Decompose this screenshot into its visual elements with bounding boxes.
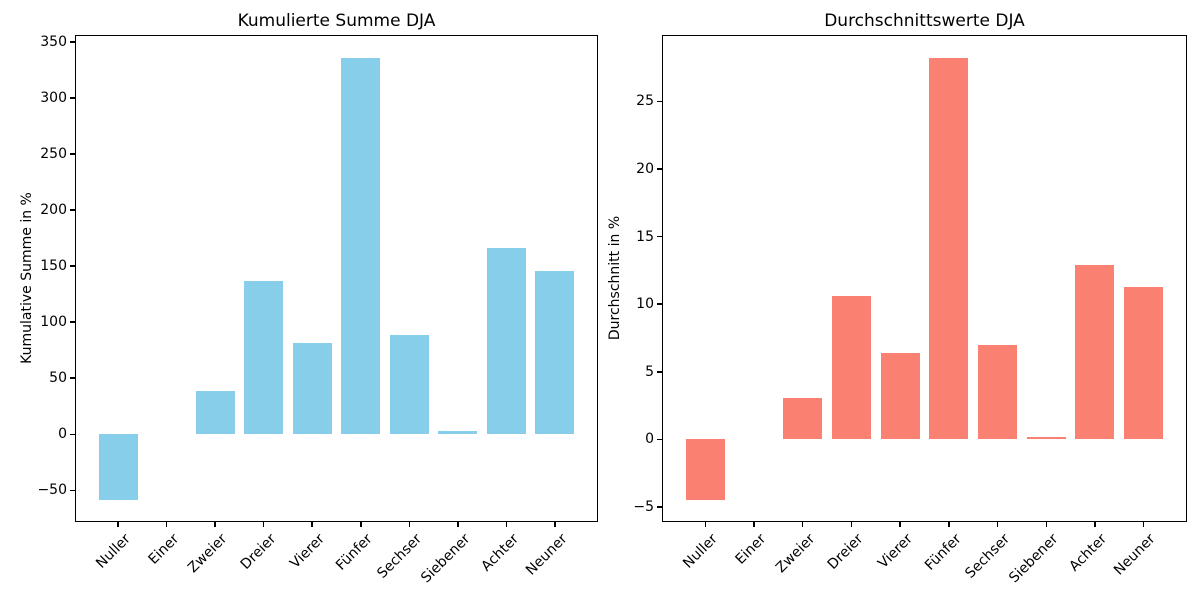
- x-tick-mark: [801, 522, 804, 527]
- x-tick-label: Neuner: [522, 531, 571, 579]
- chart-cumulative-sum: Kumulierte Summe DJA Kumulative Summe in…: [19, 11, 598, 587]
- x-tick-label: Sechser: [373, 531, 425, 582]
- x-tick-mark: [554, 522, 556, 527]
- bar-dreier: [831, 296, 871, 440]
- chart-title: Durchschnittswerte DJA: [824, 11, 1025, 31]
- y-tick-mark: [70, 41, 75, 43]
- y-tick-mark: [657, 438, 662, 441]
- x-tick-label: Fünfer: [921, 531, 965, 574]
- chart-averages: Durchschnittswerte DJA Durchschnitt in %…: [600, 0, 1200, 600]
- x-tick-label: Einer: [732, 531, 770, 568]
- y-tick-label: 200: [40, 202, 67, 219]
- x-tick-mark: [850, 522, 853, 527]
- x-tick-label: Vierer: [286, 531, 328, 572]
- y-tick-mark: [657, 235, 662, 238]
- x-tick-mark: [117, 522, 119, 527]
- bar-dreier: [244, 280, 284, 435]
- bar-siebener: [1026, 436, 1066, 440]
- bar-achter: [486, 247, 526, 435]
- y-tick-mark: [70, 321, 75, 323]
- y-tick-mark: [70, 377, 75, 379]
- x-tick-mark: [408, 522, 411, 527]
- x-tick-mark: [899, 522, 901, 527]
- bar-neuner: [1124, 286, 1164, 440]
- y-tick-label: 0: [645, 431, 654, 448]
- y-tick-mark: [70, 433, 75, 435]
- x-tick-mark: [948, 522, 950, 527]
- y-tick-label: 150: [40, 258, 67, 275]
- x-tick-mark: [214, 522, 216, 527]
- y-tick-label: 50: [49, 370, 67, 387]
- y-tick-label: −5: [633, 499, 654, 516]
- x-tick-label: Nuller: [680, 531, 721, 572]
- x-tick-label: Nuller: [92, 531, 134, 572]
- x-tick-label: Vierer: [874, 531, 916, 572]
- y-axis-label: Durchschnitt in %: [607, 215, 623, 341]
- y-tick-mark: [657, 506, 662, 508]
- y-tick-label: 25: [636, 93, 654, 110]
- bar-sechser: [389, 334, 429, 435]
- y-tick-mark: [70, 153, 75, 155]
- x-tick-label: Dreier: [824, 531, 867, 573]
- y-tick-label: 20: [636, 160, 654, 177]
- y-tick-label: 300: [40, 90, 67, 107]
- x-tick-mark: [360, 522, 362, 527]
- x-tick-label: Fünfer: [333, 531, 377, 574]
- bar-fünfer: [341, 58, 381, 435]
- y-axis-label: Kumulative Summe in %: [19, 192, 35, 364]
- chart-title: Kumulierte Summe DJA: [237, 11, 436, 31]
- y-tick-mark: [657, 100, 662, 103]
- x-tick-mark: [1094, 522, 1096, 527]
- y-tick-mark: [70, 489, 75, 492]
- x-tick-mark: [704, 522, 707, 527]
- x-tick-label: Achter: [477, 531, 522, 575]
- x-tick-label: Siebener: [1006, 531, 1062, 587]
- x-tick-mark: [505, 522, 508, 527]
- y-tick-label: −50: [37, 482, 67, 499]
- bar-achter: [1075, 264, 1115, 440]
- bar-vierer: [880, 352, 920, 440]
- y-tick-label: 250: [40, 146, 67, 163]
- y-tick-mark: [657, 168, 662, 170]
- x-tick-mark: [311, 522, 313, 527]
- y-tick-mark: [657, 371, 662, 373]
- bar-siebener: [438, 430, 478, 435]
- y-tick-label: 5: [645, 363, 654, 380]
- x-tick-label: Zweier: [185, 531, 231, 577]
- y-tick-label: 100: [40, 314, 67, 331]
- x-tick-label: Einer: [145, 531, 183, 568]
- bar-nuller: [685, 439, 725, 501]
- x-tick-mark: [262, 522, 265, 527]
- bar-fünfer: [929, 57, 969, 440]
- y-tick-mark: [70, 265, 75, 267]
- bar-zweier: [195, 390, 235, 435]
- x-tick-mark: [165, 522, 168, 527]
- y-tick-label: 0: [58, 426, 67, 443]
- y-tick-label: 10: [636, 296, 654, 313]
- x-tick-mark: [457, 522, 459, 527]
- y-tick-mark: [70, 97, 75, 99]
- x-tick-label: Neuner: [1111, 531, 1159, 579]
- y-tick-label: 350: [40, 34, 67, 51]
- bar-nuller: [98, 434, 138, 500]
- bar-sechser: [978, 344, 1018, 440]
- x-tick-mark: [1045, 522, 1047, 527]
- y-tick-label: 15: [636, 228, 654, 245]
- x-tick-mark: [996, 522, 999, 527]
- x-tick-mark: [753, 522, 755, 527]
- bar-vierer: [292, 342, 332, 435]
- bar-neuner: [535, 270, 575, 435]
- x-tick-label: Siebener: [417, 531, 474, 587]
- x-tick-mark: [1142, 522, 1145, 527]
- y-tick-mark: [70, 209, 75, 211]
- x-tick-label: Dreier: [237, 531, 280, 573]
- x-tick-label: Zweier: [772, 531, 819, 577]
- x-tick-label: Achter: [1066, 531, 1111, 575]
- y-tick-mark: [657, 303, 662, 305]
- bar-zweier: [783, 397, 823, 440]
